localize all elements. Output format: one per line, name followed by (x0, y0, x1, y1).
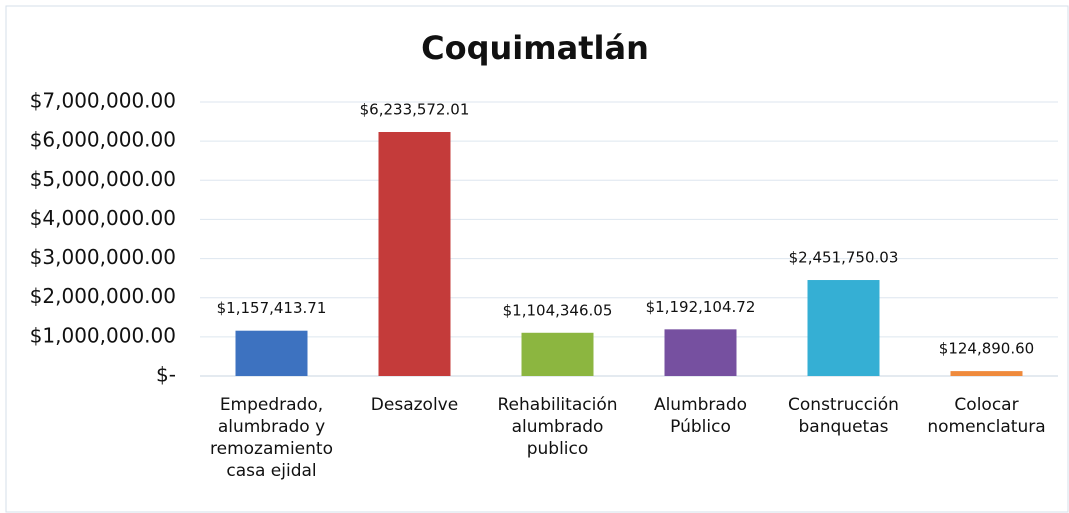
y-tick-label: $2,000,000.00 (30, 284, 176, 308)
data-label: $6,233,572.01 (360, 101, 470, 119)
y-tick-label: $4,000,000.00 (30, 206, 176, 230)
y-tick-label: $- (156, 363, 176, 387)
bar (378, 132, 451, 376)
bar (235, 330, 308, 376)
x-tick-label: Construcción banquetas (788, 395, 899, 437)
y-tick-label: $1,000,000.00 (30, 323, 176, 347)
y-tick-label: $7,000,000.00 (30, 89, 176, 113)
data-label: $124,890.60 (939, 340, 1034, 358)
bar (521, 332, 594, 376)
bar (950, 371, 1023, 376)
chart-title: Coquimatlán (421, 29, 649, 67)
data-label: $1,104,346.05 (503, 301, 613, 319)
bar (807, 280, 880, 376)
x-tick-label: Alumbrado Público (653, 395, 748, 437)
y-tick-label: $5,000,000.00 (30, 167, 176, 191)
data-label: $1,192,104.72 (646, 298, 756, 316)
bar (664, 329, 737, 376)
data-label: $1,157,413.71 (217, 299, 327, 317)
x-tick-label: Colocar nomenclatura (927, 395, 1046, 437)
data-label: $2,451,750.03 (789, 249, 899, 267)
y-tick-label: $3,000,000.00 (30, 245, 176, 269)
y-tick-label: $6,000,000.00 (30, 128, 176, 152)
x-tick-label: Desazolve (370, 395, 459, 415)
x-tick-label: Rehabilitación alumbrado publico (497, 395, 618, 459)
x-tick-label: Empedrado, alumbrado y remozamiento casa… (210, 395, 333, 481)
